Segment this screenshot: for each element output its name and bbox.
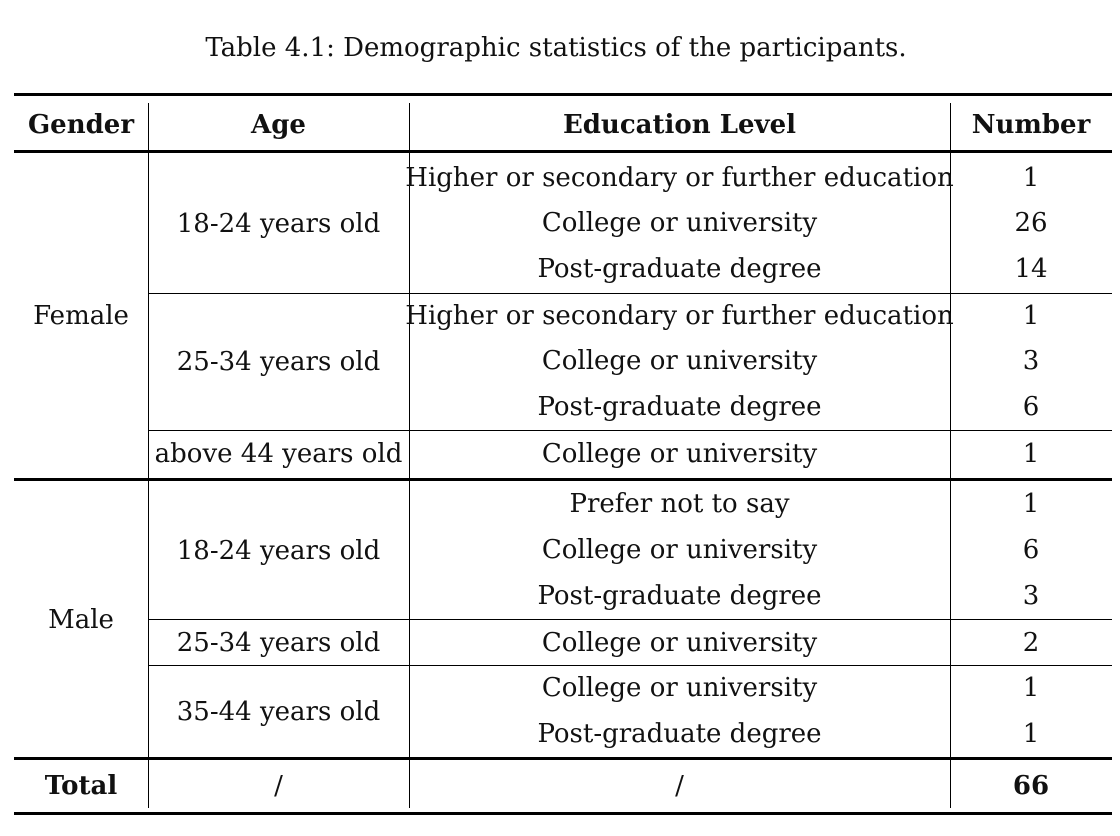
education-cell: Post-graduate degree — [537, 719, 822, 749]
number-cell: 1 — [1022, 439, 1040, 469]
age-group-label: 35-44 years old — [176, 696, 381, 727]
header-education-level: Education Level — [562, 110, 797, 140]
age-group-label: above 44 years old — [154, 439, 403, 469]
number-cell: 1 — [1022, 719, 1040, 749]
education-cell: Higher or secondary or further education — [405, 301, 954, 331]
bottom-rule — [14, 812, 1112, 815]
gender-female: Female — [33, 301, 129, 331]
education-cell: Post-graduate degree — [537, 254, 822, 284]
table-caption: Table 4.1: Demographic statistics of the… — [205, 33, 907, 63]
header-age: Age — [251, 110, 306, 140]
education-cell: College or university — [541, 439, 818, 469]
number-cell: 3 — [1022, 581, 1040, 611]
number-cell: 1 — [1022, 673, 1040, 703]
column-divider-1 — [148, 103, 149, 808]
number-cell: 6 — [1022, 392, 1040, 422]
number-cell: 1 — [1022, 301, 1040, 331]
age-group-label: 25-34 years old — [176, 627, 381, 658]
gender-separator-rule — [14, 478, 1112, 481]
total-rule — [14, 757, 1112, 760]
education-cell: Higher or secondary or further education — [405, 163, 954, 193]
male-age-separator-1 — [148, 619, 1112, 620]
total-label: Total — [44, 771, 118, 801]
gender-male: Male — [48, 604, 114, 635]
age-group-label: 18-24 years old — [176, 535, 381, 566]
column-divider-2 — [409, 103, 410, 808]
female-age-separator-2 — [148, 430, 1112, 431]
education-cell: College or university — [541, 627, 818, 658]
demographics-table: Gender Age Education Level Number Female… — [14, 0, 1112, 836]
age-group-label: 18-24 years old — [176, 208, 381, 239]
header-rule — [14, 150, 1112, 153]
female-age-separator-1 — [148, 293, 1112, 294]
education-cell: Prefer not to say — [569, 489, 790, 519]
number-cell: 1 — [1022, 489, 1040, 519]
education-cell: College or university — [541, 673, 818, 703]
education-cell: College or university — [541, 208, 818, 238]
header-gender: Gender — [27, 110, 135, 140]
age-group-label: 25-34 years old — [176, 347, 381, 377]
number-cell: 1 — [1022, 163, 1040, 193]
education-cell: College or university — [541, 346, 818, 376]
total-age: / — [274, 771, 283, 801]
total-number: 66 — [1012, 771, 1050, 801]
number-cell: 3 — [1022, 346, 1040, 376]
education-cell: Post-graduate degree — [537, 581, 822, 611]
top-rule — [14, 93, 1112, 96]
column-divider-3 — [950, 103, 951, 808]
male-age-separator-2 — [148, 665, 1112, 666]
header-number: Number — [971, 110, 1091, 140]
number-cell: 6 — [1022, 535, 1040, 565]
number-cell: 14 — [1014, 254, 1048, 284]
number-cell: 26 — [1014, 208, 1048, 238]
number-cell: 2 — [1022, 627, 1040, 658]
education-cell: Post-graduate degree — [537, 392, 822, 422]
education-cell: College or university — [541, 535, 818, 565]
total-education: / — [675, 771, 684, 801]
